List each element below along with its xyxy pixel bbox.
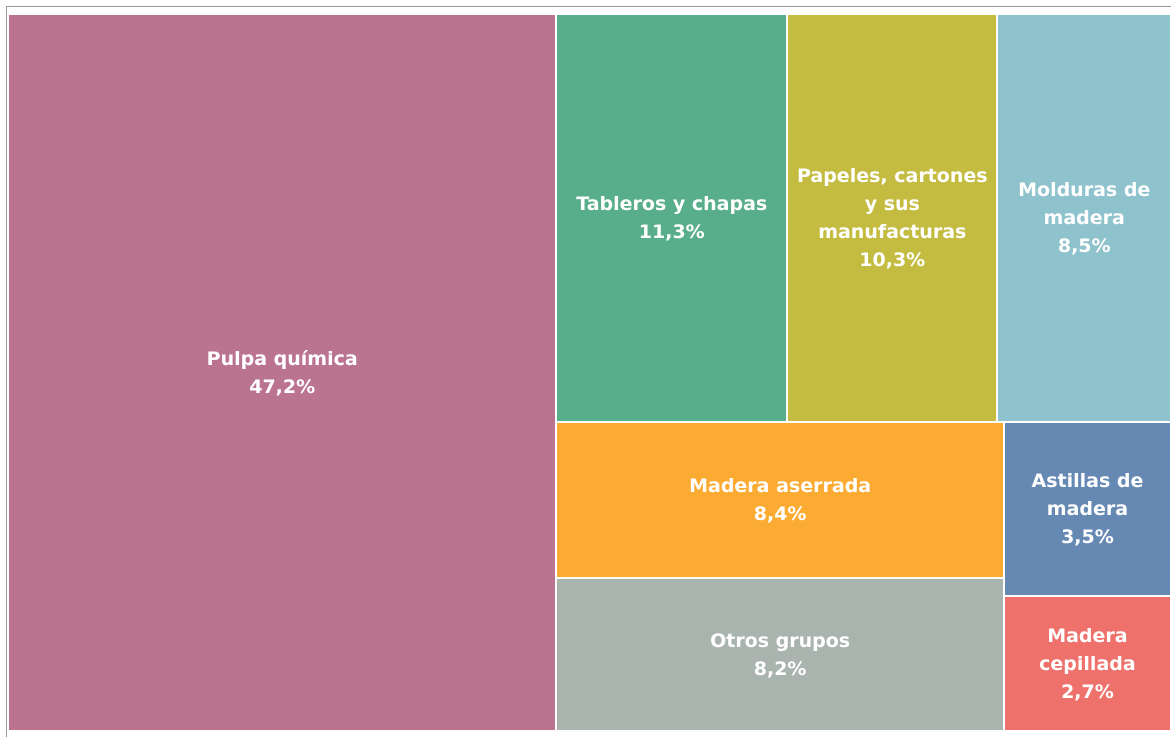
cell-value: 10,3%: [859, 248, 926, 271]
cell-value: 47,2%: [249, 375, 316, 398]
cell-value: 8,2%: [753, 657, 807, 680]
cell-label: Astillas de madera: [1031, 470, 1144, 521]
cell-value: 2,7%: [1061, 680, 1114, 703]
cell-label: Molduras de madera: [1018, 178, 1151, 229]
cell-label: Madera aserrada: [689, 475, 872, 498]
cell-label: Pulpa química: [206, 347, 358, 370]
cell-label: Madera cepillada: [1039, 624, 1136, 675]
cell-value: 11,3%: [638, 220, 705, 243]
chart-frame: [6, 6, 1171, 737]
treemap-cell: Otros grupos 8,2%: [556, 578, 1004, 731]
treemap-cell: Astillas de madera 3,5%: [1003, 421, 1171, 597]
cell-label: Otros grupos: [710, 629, 851, 652]
cell-label: Tableros y chapas: [576, 192, 768, 215]
treemap-cell: Pulpa química 47,2%: [8, 14, 557, 731]
cell-value: 8,5%: [1057, 234, 1111, 257]
treemap-cell: Madera cepillada 2,7%: [1003, 596, 1171, 731]
cell-value: 3,5%: [1061, 526, 1114, 549]
treemap-cell: Molduras de madera 8,5%: [997, 14, 1171, 422]
cell-value: 8,4%: [753, 503, 807, 526]
treemap-cell: Papeles, cartones y sus manufacturas 10,3…: [787, 14, 998, 422]
treemap: Pulpa química 47,2% Tableros y chapas 11,3%…: [8, 14, 1171, 731]
cell-label: Papeles, cartones y sus manufacturas: [796, 164, 988, 243]
treemap-cell: Madera aserrada 8,4%: [556, 421, 1004, 579]
treemap-cell: Tableros y chapas 11,3%: [556, 14, 788, 422]
